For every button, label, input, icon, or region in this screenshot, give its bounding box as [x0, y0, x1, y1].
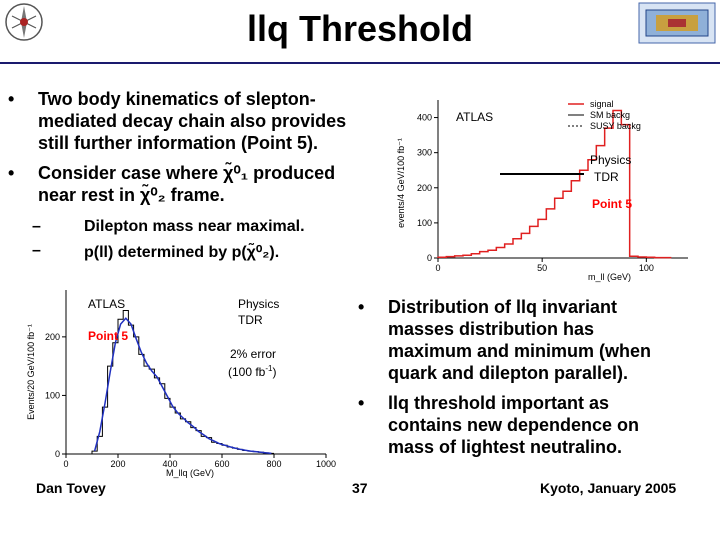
chart2-xlabel: M_llq (GeV) [166, 468, 214, 478]
bullet-1-line1: Two body kinematics of slepton- [38, 89, 316, 109]
chart2-atlas-label: ATLAS [88, 297, 125, 311]
sub-bullet-1-text: Dilepton mass near maximal. [84, 218, 305, 235]
dash-marker: – [32, 218, 41, 235]
chart2-ytick-label: 0 [55, 449, 60, 459]
chart1-ylabel: events/4 GeV/100 fb⁻¹ [396, 138, 406, 228]
chart1-ytick-label: 100 [417, 218, 432, 228]
chart2-ylabel: Events/20 GeV/100 fb⁻¹ [26, 324, 36, 420]
sub-bullet-2: – p(ll) determined by p(χ̃⁰₂). [32, 242, 279, 261]
chart2-ytick-label: 200 [45, 332, 60, 342]
bullet-1-line2: mediated decay chain also provides [38, 111, 347, 131]
chart1-ytick-label: 300 [417, 148, 432, 158]
chart2-ytick-label: 100 [45, 390, 60, 400]
page-title: llq Threshold [246, 8, 473, 49]
chart1-physics-label: Physics [590, 153, 631, 167]
legend-susy: SUSY backg [590, 121, 641, 131]
sub-bullet-1: – Dilepton mass near maximal. [32, 218, 305, 236]
chart1-ytick-label: 200 [417, 183, 432, 193]
chart1-atlas-label: ATLAS [456, 110, 493, 124]
bullet-dot: • [8, 163, 15, 183]
bullet-dot: • [358, 297, 365, 317]
chart1-xtick-label: 100 [639, 263, 654, 273]
right-bullet-1-line1: Distribution of llq invariant [388, 297, 617, 317]
chart2-error-label: 2% error [230, 347, 276, 361]
dash-marker: – [32, 242, 41, 259]
chart2-xtick-label: 800 [266, 459, 281, 469]
signal-series [437, 109, 672, 259]
footer-author: Dan Tovey [36, 480, 106, 496]
chart1-xtick-label: 50 [537, 263, 547, 273]
bullet-1-line3: still further information (Point 5). [38, 133, 318, 153]
bullet-2-line1: Consider case where χ̃⁰₁ produced [38, 163, 336, 183]
right-bullet-1-line3: maximum and minimum (when [388, 341, 652, 361]
chart1-xtick-label: 0 [435, 263, 440, 273]
title-divider [0, 62, 720, 64]
bullet-2-line2: near rest in χ̃⁰₂ frame. [38, 185, 225, 205]
top-bullets: • Two body kinematics of slepton- mediat… [8, 88, 388, 208]
right-bullet-1-line2: masses distribution has [388, 319, 595, 339]
right-bullet-1-line4: quark and dilepton parallel). [388, 363, 629, 383]
bullet-dot: • [358, 393, 365, 413]
right-bullet-2-line1: llq threshold important as [388, 393, 610, 413]
chart1-ytick-label: 400 [417, 113, 432, 123]
chart2-xtick-label: 200 [110, 459, 125, 469]
legend-sm: SM backg [590, 110, 630, 120]
sub-bullet-2-text: p(ll) determined by p(χ̃⁰₂). [84, 244, 280, 261]
footer-event: Kyoto, January 2005 [540, 480, 677, 496]
chart2-point-label: Point 5 [88, 329, 128, 343]
legend-signal: signal [590, 99, 614, 109]
chart1-legend: signal SM backg SUSY backg [568, 99, 641, 131]
bullet-dot: • [8, 89, 15, 109]
chart2-xtick-label: 0 [63, 459, 68, 469]
mll-histogram: events/4 GeV/100 fb⁻¹ m_ll (GeV) 0 100 200… [388, 88, 696, 288]
right-bullets: • Distribution of llq invariant masses d… [358, 296, 708, 466]
fit-curve [93, 317, 272, 455]
chart2-xtick-label: 400 [162, 459, 177, 469]
chart2-physics-label: Physics [238, 297, 279, 311]
chart2-tdr-label: TDR [238, 313, 263, 327]
chart1-xlabel: m_ll (GeV) [588, 272, 631, 282]
chart2-xtick-label: 1000 [316, 459, 336, 469]
mllq-histogram: Events/20 GeV/100 fb⁻¹ M_llq (GeV) 0 100 2… [26, 282, 336, 480]
chart1-tdr-label: TDR [594, 170, 619, 184]
detector-logo [638, 2, 716, 44]
right-bullet-2-line2: contains new dependence on [388, 415, 640, 435]
chart1-ytick-label: 0 [427, 253, 432, 263]
chart2-lumi-label: (100 fb-1) [228, 364, 276, 379]
chart1-point-label: Point 5 [592, 197, 632, 211]
atlas-logo [4, 2, 44, 42]
footer-page-number: 37 [352, 480, 368, 496]
chart2-xtick-label: 600 [214, 459, 229, 469]
right-bullet-2-line3: mass of lightest neutralino. [388, 437, 623, 457]
